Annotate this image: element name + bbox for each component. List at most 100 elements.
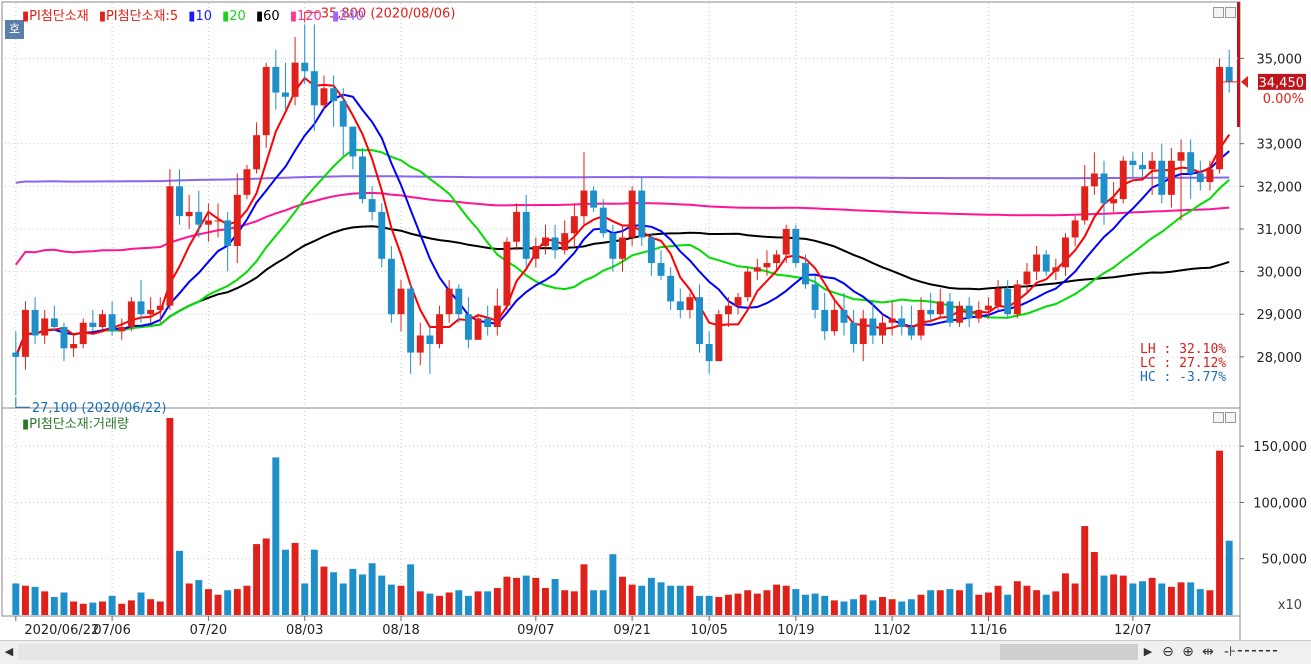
candle-body [802, 263, 809, 285]
volume-bar [339, 583, 347, 615]
candle-body [137, 301, 145, 315]
candle-body [1196, 173, 1204, 183]
volume-panel-close-icon[interactable] [1225, 412, 1236, 423]
candle-body [339, 101, 347, 127]
zoom-in-icon[interactable]: ⊕ [1182, 644, 1194, 660]
volume-bar [1023, 585, 1031, 615]
candle-body [281, 92, 289, 97]
price-panel-maximize-icon[interactable] [1213, 7, 1224, 18]
volume-bar [975, 594, 983, 615]
current-change-label: 0.00% [1263, 92, 1304, 107]
horizontal-scroll-track[interactable] [18, 644, 1138, 660]
candle-body [724, 305, 732, 315]
candle-body [965, 305, 973, 319]
candle-body [850, 322, 858, 345]
date-tick-label: 07/20 [190, 623, 227, 638]
candle-body [599, 207, 607, 234]
candle-body [676, 301, 684, 310]
current-price-box [1258, 73, 1306, 90]
candle-body [936, 301, 944, 315]
candle-body [686, 297, 694, 310]
candle-body [1167, 160, 1175, 195]
volume-panel-maximize-icon[interactable] [1213, 412, 1224, 423]
candle-body [1216, 66, 1224, 170]
candle-body [204, 220, 212, 225]
candle-body [1206, 169, 1214, 183]
volume-bar [802, 594, 809, 615]
candle-body [1090, 173, 1098, 187]
expand-icon[interactable]: ⇹ [1202, 644, 1214, 660]
candle-body [416, 335, 424, 353]
volume-bar [1129, 583, 1137, 615]
volume-bar [484, 591, 492, 615]
low-marker-line [15, 397, 30, 408]
candle-body [31, 309, 39, 336]
scroll-right-icon[interactable]: ▶ [1143, 645, 1153, 658]
candle-body [1033, 254, 1041, 272]
candle-body [387, 258, 395, 315]
candle-body [176, 186, 183, 217]
volume-bar [705, 595, 713, 615]
volume-bar [879, 596, 886, 615]
current-price-label: 34,450 [1259, 76, 1305, 91]
date-tick-label: 12/07 [1114, 623, 1151, 638]
volume-bar [753, 593, 761, 615]
price-legend: ▮PI첨단소재 ▮PI첨단소재:5 ▮10 ▮20 ▮60 ▮120 ▮240 [22, 5, 370, 24]
volume-bar [859, 594, 867, 615]
candle-body [70, 344, 78, 349]
horizontal-scroll-thumb[interactable] [1000, 644, 1138, 660]
candle-body [888, 318, 896, 323]
candle-body [1225, 66, 1233, 82]
volume-bar [1148, 577, 1156, 615]
volume-bar [156, 601, 164, 615]
zoom-out-icon[interactable]: ⊖ [1162, 644, 1174, 660]
candle-body [12, 352, 20, 357]
volume-bar [763, 590, 771, 615]
candle-body [638, 190, 646, 238]
candle-body [541, 237, 549, 246]
volume-bar [724, 594, 732, 615]
zoom-slider-icon[interactable]: -⊦⁃⁃⁃⁃⁃⁃ [1224, 644, 1279, 660]
volume-bar [407, 564, 415, 615]
volume-bar [185, 583, 193, 615]
price-panel-close-icon[interactable] [1225, 7, 1236, 18]
quote-badge[interactable]: 호 [5, 20, 24, 39]
volume-bar [89, 602, 97, 615]
chart-canvas[interactable]: 28,000 29,000 30,000 31,000 32,000 33,000 35,0… [0, 0, 1311, 640]
date-tick-label: 11/16 [970, 623, 1007, 638]
candle-body [445, 288, 453, 315]
volume-bar [917, 594, 925, 615]
volume-bar [233, 589, 241, 615]
candle-body [147, 309, 155, 315]
volume-bar [31, 586, 39, 615]
range-stats: LH : 32.10% LC : 27.12% HC : -3.77% [1140, 343, 1226, 385]
volume-bar [166, 418, 174, 615]
volume-bar [628, 584, 636, 615]
candle-body [570, 216, 578, 234]
candle-body [493, 305, 501, 327]
candle-body [705, 344, 713, 362]
volume-bar [570, 591, 578, 615]
candle-body [359, 156, 366, 200]
volume-bar [821, 595, 829, 615]
scroll-left-icon[interactable]: ◀ [4, 645, 14, 658]
candle-body [956, 305, 964, 323]
candle-body [1187, 152, 1195, 174]
candle-body [590, 190, 598, 208]
date-tick-label: 07/06 [93, 623, 130, 638]
volume-bar [503, 576, 511, 615]
volume-bar [638, 585, 646, 615]
volume-bar [214, 594, 222, 615]
candle-body [782, 228, 790, 255]
candle-body [1129, 160, 1137, 165]
candle-body [927, 309, 935, 315]
candle-body [1042, 254, 1050, 272]
candle-body [262, 66, 270, 136]
volume-bar [445, 592, 453, 615]
price-tick-label: 31,000 [1257, 223, 1303, 238]
volume-bar [1177, 582, 1185, 615]
candle-body [243, 169, 251, 195]
candle-body [1052, 267, 1060, 272]
volume-bar [513, 577, 521, 615]
